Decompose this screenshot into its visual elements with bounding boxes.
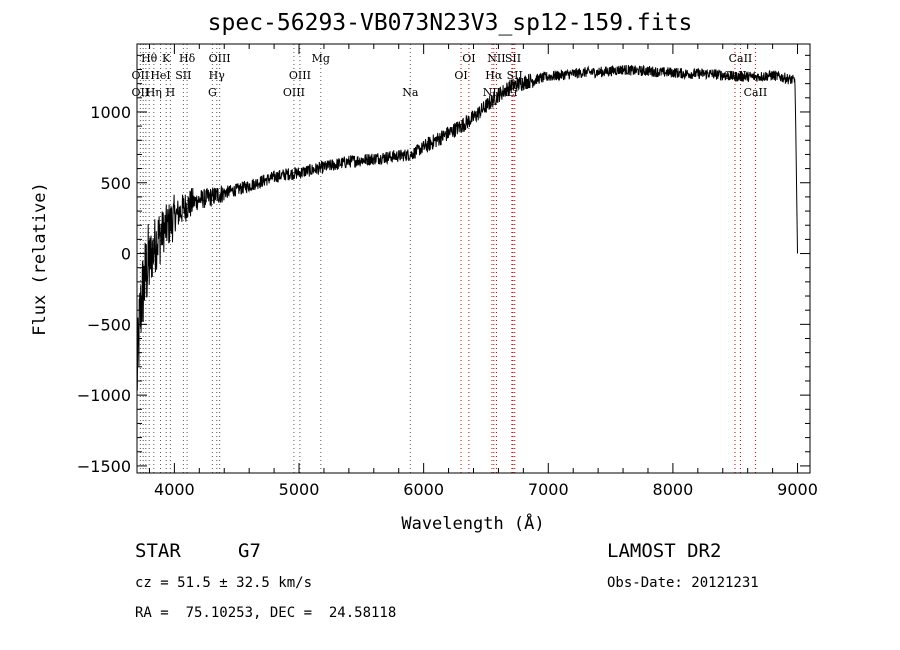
x-tick-label: 9000 <box>777 480 818 499</box>
line-label: Hγ <box>209 69 226 82</box>
line-label: NII <box>487 52 505 65</box>
line-label: K <box>162 52 171 65</box>
line-label: OIII <box>209 52 231 65</box>
line-label: Hθ <box>141 52 158 65</box>
line-label: G <box>208 86 217 99</box>
coordinates: RA = 75.10253, DEC = 24.58118 <box>135 605 397 621</box>
line-label: Hα <box>485 69 503 82</box>
y-tick-label: −500 <box>87 315 131 334</box>
line-label: SII <box>505 52 521 65</box>
line-label: Mg <box>312 52 330 65</box>
subclass-label: G7 <box>238 540 261 562</box>
obs-date: Obs-Date: 20121231 <box>607 575 759 591</box>
y-tick-label: −1500 <box>77 457 131 476</box>
line-label: OIII <box>289 69 311 82</box>
line-label: CaII <box>729 52 753 65</box>
y-axis-label: Flux (relative) <box>30 182 50 336</box>
line-label: HeI <box>150 69 170 82</box>
line-label: H <box>166 86 176 99</box>
x-tick-label: 8000 <box>653 480 694 499</box>
plot-frame <box>136 43 811 474</box>
survey-label: LAMOST DR2 <box>607 540 722 562</box>
y-tick-label: 1000 <box>90 103 131 122</box>
y-axis-ticks: −1500 −1000 −500 0 500 1000 <box>77 54 810 476</box>
line-label: Hδ <box>179 52 196 65</box>
chart-title: spec-56293-VB073N23V3_sp12-159.fits <box>207 10 693 36</box>
line-label: Na <box>402 86 419 99</box>
class-label: STAR <box>135 540 181 562</box>
x-tick-label: 4000 <box>154 480 195 499</box>
x-tick-label: 5000 <box>279 480 320 499</box>
line-label: SII <box>175 69 191 82</box>
y-tick-label: 500 <box>100 174 131 193</box>
x-axis-ticks: 4000 5000 6000 7000 8000 9000 <box>148 44 818 499</box>
series-line <box>136 64 798 391</box>
y-tick-label: 0 <box>121 245 131 264</box>
line-label: OII <box>132 86 150 99</box>
line-label: OII <box>132 69 150 82</box>
line-label: Li <box>506 86 517 99</box>
line-label: OI <box>454 69 467 82</box>
line-label: OI <box>462 52 475 65</box>
line-label: OIII <box>283 86 305 99</box>
x-tick-label: 7000 <box>528 480 569 499</box>
cz-value: cz = 51.5 ± 32.5 km/s <box>135 575 313 591</box>
red-dotted-lines <box>460 44 756 473</box>
gray-dotted-lines <box>139 44 411 473</box>
x-tick-label: 6000 <box>403 480 444 499</box>
line-label: Hη <box>146 86 162 99</box>
y-tick-label: −1000 <box>77 386 131 405</box>
x-axis-label: Wavelength (Å) <box>401 512 544 534</box>
line-label: CaII <box>744 86 768 99</box>
